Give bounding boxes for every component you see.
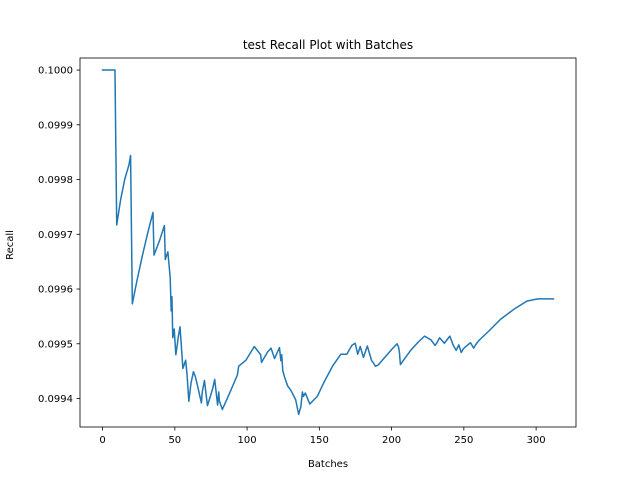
x-tick-label: 150 [310,435,329,446]
x-axis-ticks: 0 50 100 150 200 250 300 [99,427,546,446]
x-tick-label: 0 [99,435,105,446]
x-tick-label: 250 [454,435,473,446]
chart-title: test Recall Plot with Batches [243,38,413,52]
y-tick-label: 0.0998 [38,175,73,186]
y-axis-ticks: 0.0994 0.0995 0.0996 0.0997 0.0998 0.0999 0.10… [38,66,80,405]
y-tick-label: 0.1000 [38,66,73,77]
y-tick-label: 0.0997 [38,230,73,241]
x-tick-label: 100 [238,435,257,446]
x-axis-title: Batches [308,459,348,470]
x-tick-label: 50 [168,435,181,446]
recall-series-line [101,69,555,416]
y-tick-label: 0.0995 [38,339,73,350]
y-tick-label: 0.0996 [38,285,73,296]
x-tick-label: 300 [527,435,546,446]
y-tick-label: 0.0994 [38,394,73,405]
plot-area [101,69,555,416]
y-axis-title: Recall [5,230,16,260]
axes-frame [79,57,577,428]
x-tick-label: 200 [382,435,401,446]
y-tick-label: 0.0999 [38,120,73,131]
